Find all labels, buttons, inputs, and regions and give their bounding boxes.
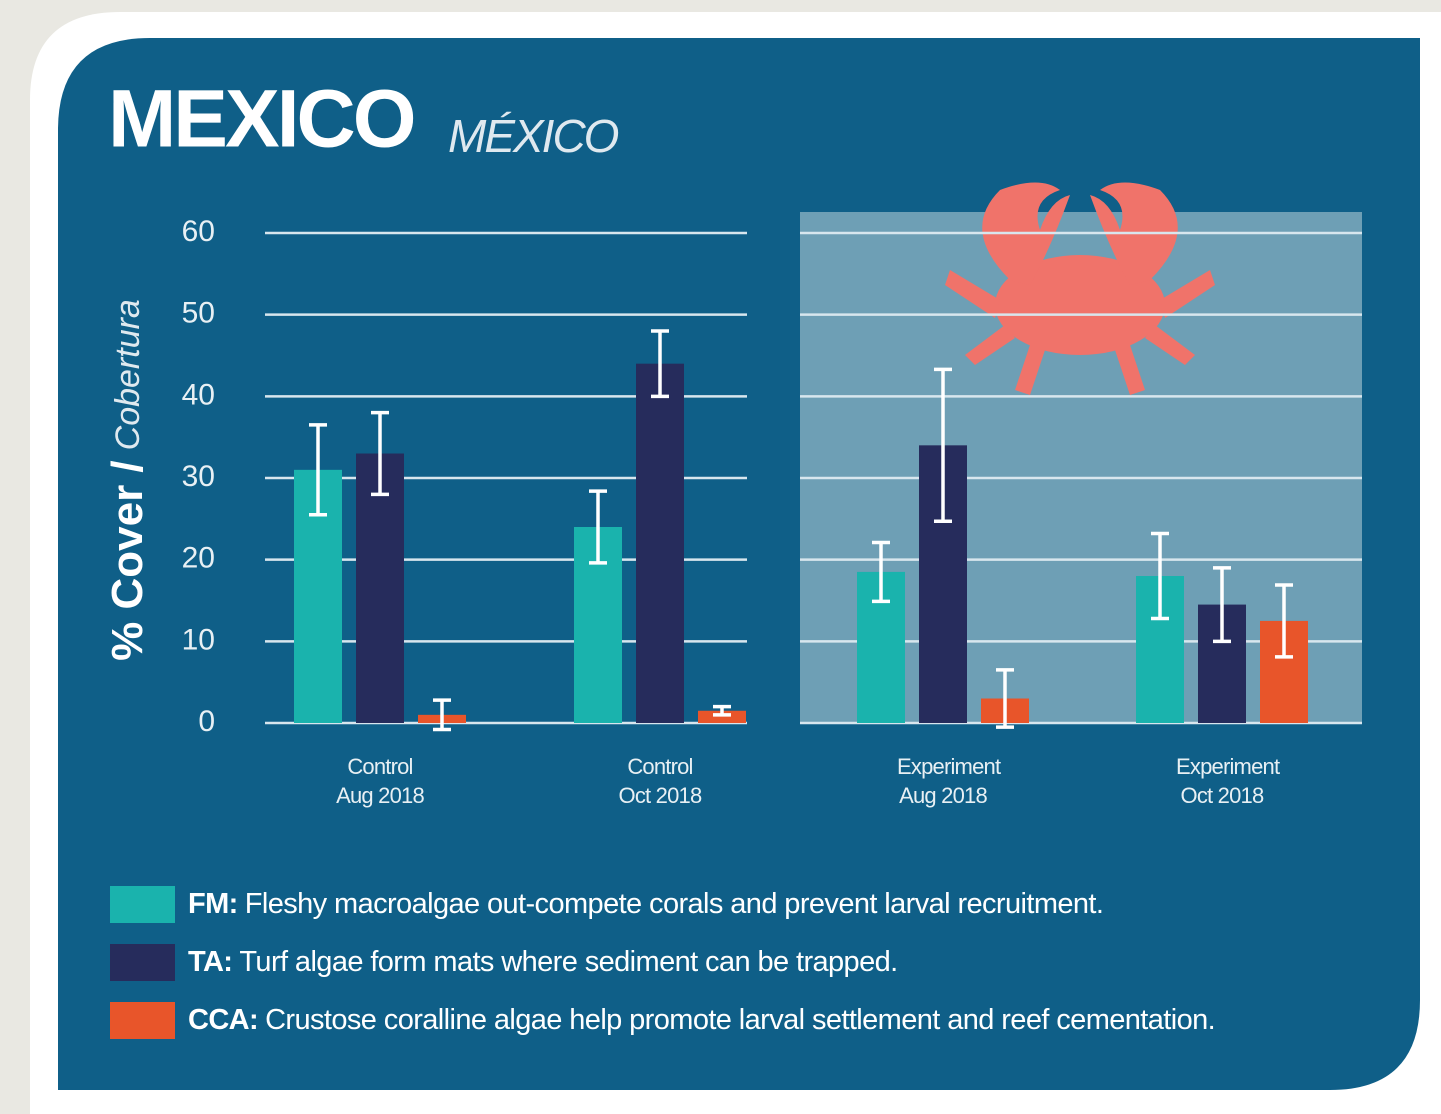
legend-name: CCA: — [188, 1004, 258, 1036]
chart-title: MEXICO — [108, 74, 414, 165]
y-tick-label: 10 — [182, 623, 215, 656]
error-bar — [371, 410, 389, 497]
y-tick-label: 50 — [182, 297, 215, 330]
x-tick-label: Experiment Oct 2018 — [1176, 754, 1280, 808]
y-axis-label-main: % Cover / — [103, 460, 152, 661]
x-tick-label-box: Control Aug 2018 — [336, 754, 425, 808]
x-tick-label: Experiment Aug 2018 — [897, 754, 1001, 808]
x-tick-label-box: Control Oct 2018 — [618, 754, 703, 808]
error-bar — [433, 698, 451, 732]
y-tick-label: 30 — [182, 460, 215, 493]
chart-subtitle: MÉXICO — [448, 110, 619, 162]
error-bar — [713, 704, 731, 717]
error-bar — [589, 489, 607, 565]
x-tick-label: Control Aug 2018 — [336, 754, 425, 808]
legend-description: Fleshy macroalgae out-compete corals and… — [245, 888, 1104, 920]
legend-description: Turf algae form mats where sediment can … — [239, 946, 897, 978]
bar — [636, 363, 684, 723]
error-bar — [1275, 583, 1293, 659]
y-tick-label: 40 — [182, 378, 215, 411]
error-bar — [934, 367, 952, 524]
error-bar — [1151, 531, 1169, 621]
x-tick-label-box: Experiment Oct 2018 — [1176, 754, 1280, 808]
bar — [698, 710, 746, 723]
legend-swatch — [110, 1002, 175, 1039]
y-tick-label: 20 — [182, 542, 215, 575]
legend-entry: FM: Fleshy macroalgae out-compete corals … — [188, 888, 1103, 920]
error-bar — [1213, 566, 1231, 644]
legend-description: Crustose coralline algae help promote la… — [265, 1004, 1215, 1036]
y-axis-label: % Cover / Cobertura — [103, 299, 152, 661]
x-tick-label-box: Experiment Aug 2018 — [897, 754, 1001, 808]
legend-name: TA: — [188, 946, 232, 978]
legend-swatch — [110, 886, 175, 923]
error-bar — [872, 540, 890, 604]
y-tick-label: 0 — [198, 705, 215, 738]
error-bar — [996, 668, 1014, 729]
legend-name: FM: — [188, 888, 238, 920]
bar — [356, 453, 404, 723]
y-tick-label: 60 — [182, 215, 215, 248]
legend-entry: CCA: Crustose coralline algae help promot… — [188, 1004, 1215, 1036]
error-bar — [309, 423, 327, 517]
x-tick-label: Control Oct 2018 — [618, 754, 703, 808]
legend-entry: TA: Turf algae form mats where sediment c… — [188, 946, 898, 978]
error-bar — [651, 329, 669, 399]
legend-swatch — [110, 944, 175, 981]
y-axis-label-alt: Cobertura — [109, 299, 147, 450]
